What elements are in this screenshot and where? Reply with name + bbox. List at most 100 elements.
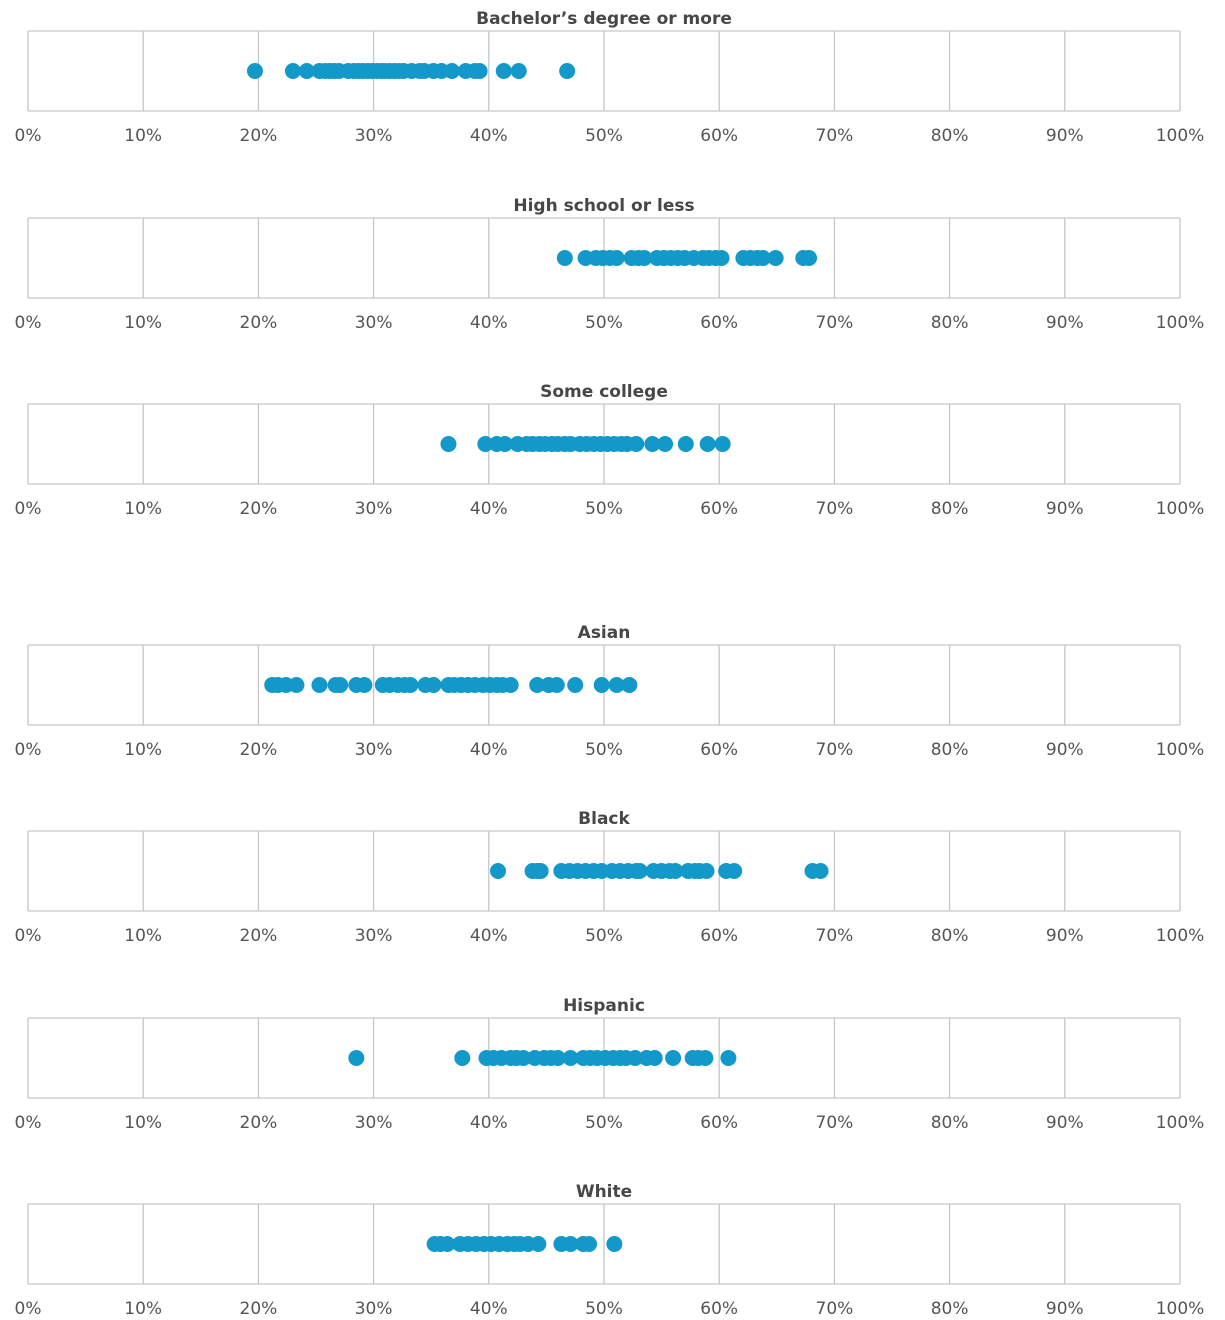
dot bbox=[567, 677, 584, 693]
x-tick-label: 30% bbox=[355, 1113, 393, 1133]
dot bbox=[698, 863, 715, 879]
x-tick-label: 20% bbox=[240, 126, 278, 146]
dot bbox=[311, 677, 328, 693]
x-tick-label: 20% bbox=[240, 926, 278, 946]
panel-title: Black bbox=[578, 809, 630, 829]
dot bbox=[284, 63, 301, 79]
dot bbox=[490, 863, 507, 879]
x-tick-label: 70% bbox=[816, 740, 854, 760]
x-tick-label: 50% bbox=[585, 313, 623, 333]
x-tick-label: 70% bbox=[816, 1299, 854, 1319]
dot bbox=[348, 1050, 365, 1066]
x-tick-label: 10% bbox=[124, 313, 162, 333]
x-tick-label: 20% bbox=[240, 1113, 278, 1133]
x-tick-label: 10% bbox=[124, 1113, 162, 1133]
dot bbox=[439, 1236, 456, 1252]
x-tick-label: 40% bbox=[470, 1299, 508, 1319]
x-tick-label: 30% bbox=[355, 313, 393, 333]
x-tick-label: 20% bbox=[240, 499, 278, 519]
x-tick-label: 80% bbox=[931, 1113, 969, 1133]
x-tick-label: 60% bbox=[700, 926, 738, 946]
x-tick-label: 100% bbox=[1156, 1113, 1205, 1133]
x-tick-label: 20% bbox=[240, 1299, 278, 1319]
x-tick-label: 70% bbox=[816, 499, 854, 519]
dot bbox=[646, 1050, 663, 1066]
x-tick-label: 10% bbox=[124, 126, 162, 146]
x-tick-label: 30% bbox=[355, 126, 393, 146]
x-tick-label: 0% bbox=[15, 126, 42, 146]
dot bbox=[667, 863, 684, 879]
x-tick-label: 90% bbox=[1046, 740, 1084, 760]
x-tick-label: 70% bbox=[816, 1113, 854, 1133]
dot bbox=[246, 63, 263, 79]
x-tick-label: 60% bbox=[700, 126, 738, 146]
x-tick-label: 100% bbox=[1156, 126, 1205, 146]
dot bbox=[608, 250, 625, 266]
dot bbox=[440, 436, 457, 452]
x-tick-label: 0% bbox=[15, 1113, 42, 1133]
dot bbox=[402, 677, 419, 693]
x-tick-label: 0% bbox=[15, 926, 42, 946]
dot bbox=[562, 1050, 579, 1066]
x-tick-label: 80% bbox=[931, 313, 969, 333]
x-tick-label: 70% bbox=[816, 126, 854, 146]
dot bbox=[356, 677, 373, 693]
panel-title: Asian bbox=[578, 623, 631, 643]
x-tick-label: 100% bbox=[1156, 926, 1205, 946]
dot bbox=[562, 1236, 579, 1252]
x-tick-label: 60% bbox=[700, 1113, 738, 1133]
dot bbox=[471, 63, 488, 79]
dot bbox=[593, 677, 610, 693]
dot bbox=[812, 863, 829, 879]
panel-title: Bachelor’s degree or more bbox=[476, 9, 732, 29]
dot bbox=[581, 1236, 598, 1252]
x-tick-label: 30% bbox=[355, 499, 393, 519]
dot bbox=[298, 63, 315, 79]
dot bbox=[628, 436, 645, 452]
x-tick-label: 20% bbox=[240, 313, 278, 333]
x-tick-label: 50% bbox=[585, 1299, 623, 1319]
dot bbox=[454, 1050, 471, 1066]
dot bbox=[801, 250, 818, 266]
dot bbox=[720, 1050, 737, 1066]
x-tick-label: 40% bbox=[470, 740, 508, 760]
dot bbox=[288, 677, 305, 693]
x-tick-label: 0% bbox=[15, 740, 42, 760]
dot bbox=[496, 436, 513, 452]
x-tick-label: 80% bbox=[931, 126, 969, 146]
dot bbox=[627, 1050, 644, 1066]
panel-title: Hispanic bbox=[563, 996, 645, 1016]
dot bbox=[477, 436, 494, 452]
x-tick-label: 100% bbox=[1156, 1299, 1205, 1319]
dot bbox=[713, 250, 730, 266]
x-tick-label: 0% bbox=[15, 1299, 42, 1319]
x-tick-label: 50% bbox=[585, 740, 623, 760]
dot bbox=[754, 250, 771, 266]
dot bbox=[425, 677, 442, 693]
x-tick-label: 90% bbox=[1046, 126, 1084, 146]
x-tick-label: 90% bbox=[1046, 926, 1084, 946]
x-tick-label: 80% bbox=[931, 926, 969, 946]
x-tick-label: 40% bbox=[470, 499, 508, 519]
dot bbox=[631, 863, 648, 879]
x-tick-label: 20% bbox=[240, 740, 278, 760]
dot bbox=[549, 1050, 566, 1066]
x-tick-label: 30% bbox=[355, 1299, 393, 1319]
dot bbox=[657, 436, 674, 452]
dot bbox=[636, 250, 653, 266]
x-tick-label: 70% bbox=[816, 313, 854, 333]
panel-title: High school or less bbox=[513, 196, 694, 216]
dot bbox=[714, 436, 731, 452]
dot bbox=[510, 63, 527, 79]
x-tick-label: 0% bbox=[15, 499, 42, 519]
x-tick-label: 90% bbox=[1046, 1113, 1084, 1133]
x-tick-label: 70% bbox=[816, 926, 854, 946]
x-tick-label: 0% bbox=[15, 313, 42, 333]
x-tick-label: 30% bbox=[355, 926, 393, 946]
dot bbox=[699, 436, 716, 452]
x-tick-label: 50% bbox=[585, 126, 623, 146]
dot bbox=[495, 63, 512, 79]
x-tick-label: 100% bbox=[1156, 740, 1205, 760]
x-tick-label: 90% bbox=[1046, 1299, 1084, 1319]
